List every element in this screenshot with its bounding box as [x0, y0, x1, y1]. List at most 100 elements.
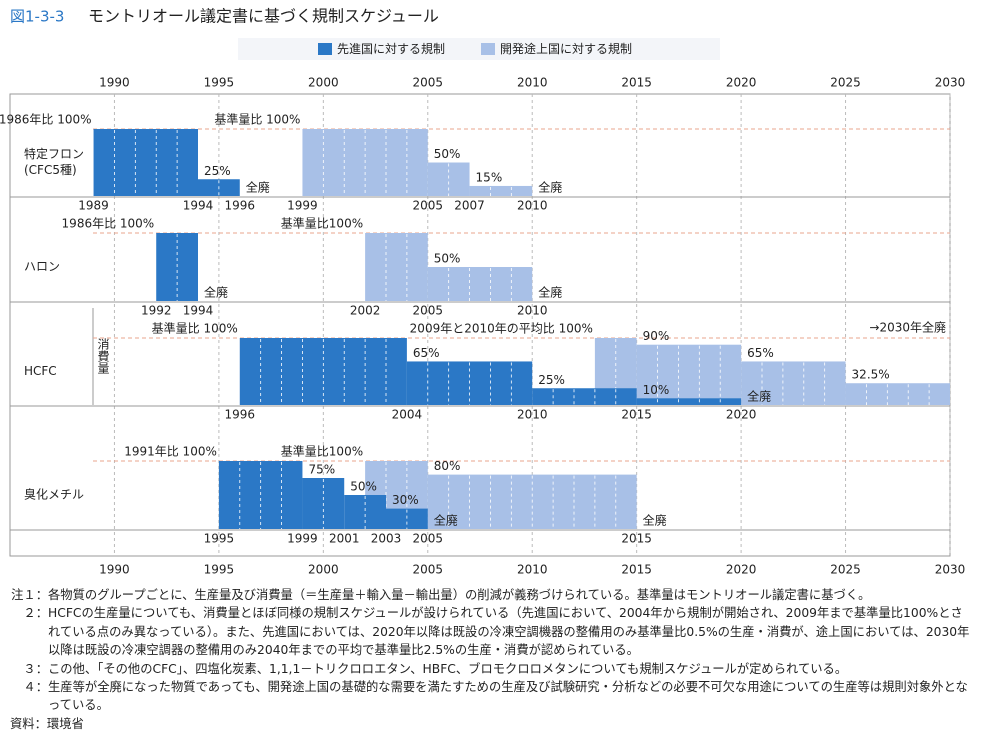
value-label: 基準量比100% [281, 216, 363, 231]
year-label: 2010 [517, 408, 548, 422]
x-tick-label: 2015 [621, 563, 652, 577]
bar [532, 388, 637, 405]
bar [636, 398, 742, 405]
year-label: 2002 [350, 304, 381, 318]
note-text: 各物質のグループごとに、生産量及び消費量（＝生産量＋輸入量－輸出量）の削減が義務… [48, 588, 871, 602]
x-tick-label: 2025 [830, 76, 861, 90]
group-name: 臭化メチル [24, 487, 84, 502]
legend-swatch [318, 43, 332, 55]
year-label: 2015 [621, 408, 652, 422]
x-tick-label: 2005 [413, 563, 444, 577]
x-tick-label: 2000 [308, 563, 339, 577]
value-label: 基準量比 100% [214, 112, 300, 127]
note: ４： 生産等が全廃になった物質であっても、開発途上国の基礎的な需要を満たすための生… [10, 678, 972, 715]
year-label: 1996 [225, 408, 256, 422]
note: 注１： 各物質のグループごとに、生産量及び消費量（＝生産量＋輸入量－輸出量）の削減… [10, 586, 972, 604]
bar [845, 383, 950, 405]
x-tick-label: 2015 [621, 76, 652, 90]
group-name: 特定フロン [24, 146, 84, 161]
value-label: 2009年と2010年の平均比 100% [410, 322, 593, 336]
value-label: 1986年比 100% [0, 113, 92, 127]
value-label: 90% [643, 329, 670, 343]
year-label: 1989 [78, 199, 109, 213]
year-label: 2001 [329, 532, 360, 546]
year-label: 2010 [517, 199, 548, 213]
note-marker: ４： [23, 680, 48, 695]
bar [741, 361, 846, 405]
year-label: 2010 [517, 304, 548, 318]
legend-label: 先進国に対する規制 [337, 41, 445, 56]
figure-label: 図1-3-3 [10, 8, 64, 26]
x-tick-label: 2030 [935, 563, 966, 577]
year-label: 1996 [225, 199, 256, 213]
bar [344, 495, 386, 529]
x-tick-label: 2020 [726, 563, 757, 577]
x-tick-label: 2005 [413, 76, 444, 90]
source: 資料：環境省 [10, 716, 84, 731]
x-tick-label: 1990 [99, 76, 130, 90]
legend-box [238, 38, 720, 60]
x-tick-label: 1995 [204, 76, 235, 90]
value-label: 全廃 [643, 513, 667, 528]
x-tick-label: 1990 [99, 563, 130, 577]
bar [93, 129, 198, 196]
x-tick-label: 2020 [726, 76, 757, 90]
year-label: 1994 [183, 304, 214, 318]
value-label: 50% [350, 480, 377, 494]
note-text: この他、「その他のCFC」、四塩化炭素、1,1,1－トリクロロエタン、HBFC、… [48, 661, 848, 676]
value-label: 65% [747, 346, 774, 360]
value-label: 1986年比 100% [62, 217, 155, 231]
year-label: 2020 [726, 408, 757, 422]
value-label: 25% [538, 373, 565, 387]
value-label: 全廃 [246, 180, 270, 195]
year-label: 2015 [621, 532, 652, 546]
year-label: 1999 [287, 532, 318, 546]
legend-swatch [481, 43, 495, 55]
note-text: HCFCの生産量についても、消費量とほぼ同様の規制スケジュールが設けられている（… [48, 606, 970, 658]
value-label: 32.5% [852, 368, 890, 382]
year-label: 2004 [392, 408, 423, 422]
value-label: 全廃 [434, 513, 458, 528]
group-name: ハロン [24, 260, 60, 274]
year-label: 1992 [141, 304, 172, 318]
value-label: 基準量比 100% [152, 321, 238, 336]
notes: 注１： 各物質のグループごとに、生産量及び消費量（＝生産量＋輸入量－輸出量）の削減… [10, 586, 972, 733]
value-label: 75% [308, 463, 335, 477]
value-label: 全廃 [747, 389, 771, 404]
value-label: 1991年比 100% [124, 445, 217, 459]
chart-title: モントリオール議定書に基づく規制スケジュール [88, 7, 439, 26]
year-label: 2005 [413, 199, 444, 213]
bar [386, 508, 428, 529]
note-text: 生産等が全廃になった物質であっても、開発途上国の基礎的な需要を満たすための生産及… [48, 680, 968, 713]
value-label: 全廃 [538, 180, 562, 195]
group-name: HCFC [24, 364, 57, 378]
year-label: 2003 [371, 532, 402, 546]
group-subname: (CFC5種) [24, 163, 77, 177]
value-label: 80% [434, 459, 461, 473]
value-label: 全廃 [204, 285, 228, 300]
bar [636, 344, 742, 405]
x-tick-label: 2030 [935, 76, 966, 90]
x-tick-label: 2010 [517, 563, 548, 577]
value-label: 30% [392, 493, 419, 507]
note-marker: ２： [23, 606, 48, 621]
x-tick-label: 2025 [830, 563, 861, 577]
x-tick-label: 2010 [517, 76, 548, 90]
value-label: 50% [434, 147, 461, 161]
note: ３： この他、「その他のCFC」、四塩化炭素、1,1,1－トリクロロエタン、HBF… [10, 660, 972, 678]
bar [365, 233, 428, 301]
year-label: 1995 [204, 532, 235, 546]
value-label: 25% [204, 164, 231, 178]
year-label: 1999 [287, 199, 318, 213]
value-label: 10% [643, 383, 670, 397]
bar [427, 162, 470, 196]
note-marker: ３： [23, 661, 48, 676]
value-label: 65% [413, 346, 440, 360]
note-marker: 注１： [11, 588, 48, 602]
legend-label: 開発途上国に対する規制 [500, 41, 632, 56]
value-label: →2030年全廃 [869, 320, 946, 335]
value-label: 基準量比100% [281, 444, 363, 459]
vertical-label: 消費量 [96, 338, 110, 374]
x-tick-label: 2000 [308, 76, 339, 90]
